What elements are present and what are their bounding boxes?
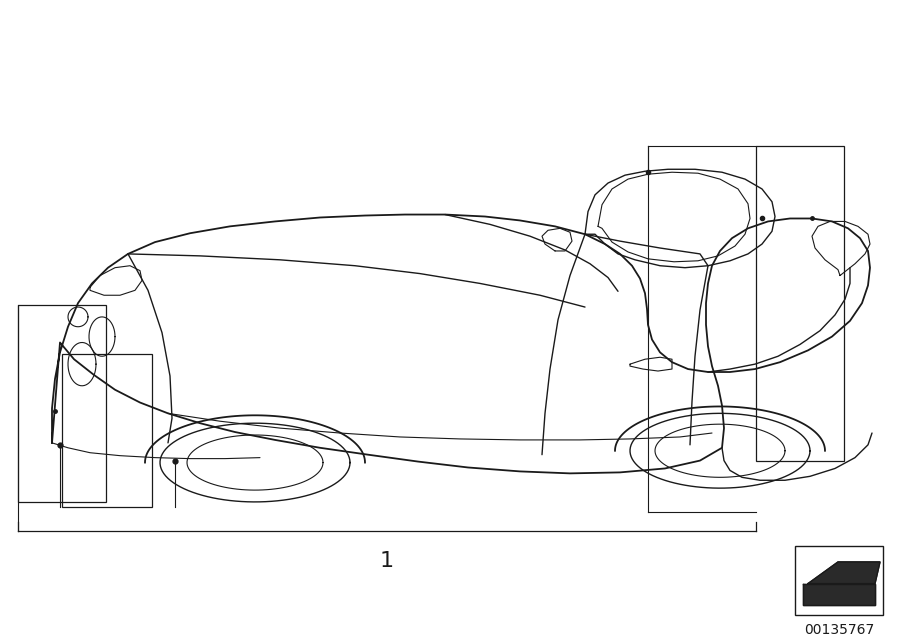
Text: 1: 1 xyxy=(380,551,394,571)
Text: 00135767: 00135767 xyxy=(804,623,874,636)
Bar xyxy=(18,305,106,502)
Polygon shape xyxy=(803,584,875,605)
Polygon shape xyxy=(808,562,880,584)
Bar xyxy=(62,354,152,507)
Bar xyxy=(756,146,844,460)
Bar xyxy=(795,546,883,615)
